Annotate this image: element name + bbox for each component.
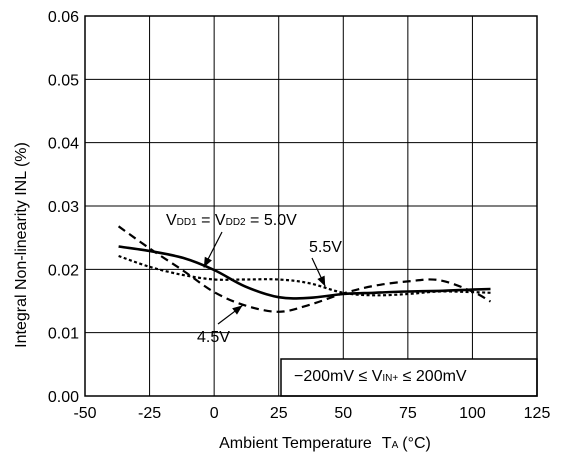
y-tick-label-2: 0.02 [48,262,79,279]
y-tick-labels: 0.00 0.01 0.02 0.03 0.04 0.05 0.06 [48,9,79,406]
y-tick-label-1: 0.01 [48,326,79,343]
x-axis-symbol-sub: A [392,440,399,451]
y-tick-label-0: 0.00 [48,389,79,406]
series-line-4v5V [117,225,492,313]
vdd-eq2: = 5.0V [246,212,297,229]
series-group [117,225,492,313]
label-5v5: 5.5V [309,239,342,256]
x-tick-label-2: 0 [210,405,219,422]
arrow-vdd-head [203,256,212,268]
vdd-v1: V [166,212,177,229]
x-tick-label-1: -25 [138,405,161,422]
x-tick-label-7: 125 [524,405,551,422]
vdd-sub1: DD1 [177,217,197,228]
y-tick-label-5: 0.05 [48,72,79,89]
y-tick-label-4: 0.04 [48,136,79,153]
y-axis-title: Integral Non-linearity INL (%) [13,142,30,348]
condition-right: ≤ 200mV [398,368,467,385]
series-line-5v5V [118,254,491,297]
x-axis-title-text: Ambient Temperature [219,435,372,452]
vdd-v2: V [215,212,226,229]
y-tick-label-3: 0.03 [48,199,79,216]
x-tick-label-3: 25 [270,405,288,422]
x-tick-label-4: 50 [334,405,352,422]
x-tick-label-6: 100 [459,405,486,422]
x-tick-labels: -50 -25 0 25 50 75 100 125 [73,405,550,422]
arrow-5v5-head [317,275,326,287]
x-tick-label-0: -50 [73,405,96,422]
condition-text: −200mV ≤ VIN+ ≤ 200mV [294,368,467,385]
plot-frame [84,15,538,397]
vdd-sub2: DD2 [226,217,246,228]
vdd-eq1: = [197,212,215,229]
condition-sub: IN+ [382,373,398,384]
x-axis-unit: (°C) [402,435,431,452]
x-axis-symbol: T [382,435,392,452]
vdd-label: VDD1 = VDD2 = 5.0V [166,212,297,229]
condition-left: −200mV ≤ V [294,368,383,385]
condition-box [280,358,538,397]
y-tick-label-6: 0.06 [48,9,79,26]
condition-legend: −200mV ≤ VIN+ ≤ 200mV [280,358,538,397]
x-tick-label-5: 75 [399,405,417,422]
x-axis-title: Ambient Temperature TA (°C) [219,435,431,452]
arrow-4v5-head [232,305,243,315]
label-4v5: 4.5V [197,329,230,346]
grid [85,16,537,396]
plot-border [84,15,538,397]
annotation-arrows [203,231,326,325]
